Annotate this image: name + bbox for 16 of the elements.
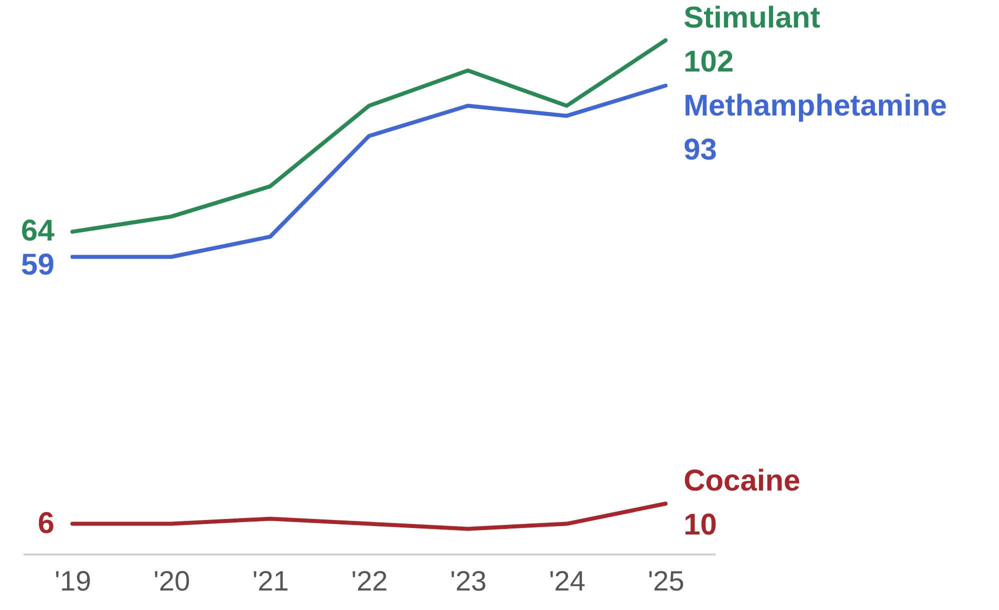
- data-label: 59: [21, 248, 54, 282]
- x-tick-label: '20: [154, 566, 190, 596]
- data-label: 10: [684, 508, 717, 542]
- x-tick-label: '22: [351, 566, 388, 596]
- data-label: 93: [684, 133, 717, 166]
- x-tick-label: '24: [548, 566, 586, 596]
- data-label: 102: [684, 45, 734, 78]
- data-label: 6: [38, 506, 54, 540]
- x-tick-label: '19: [54, 566, 92, 596]
- series-label: Stimulant: [684, 1, 820, 34]
- x-tick-label: '23: [450, 566, 487, 596]
- x-tick-label: '25: [648, 566, 684, 596]
- series-label: Methamphetamine: [684, 89, 947, 122]
- x-tick-label: '21: [252, 566, 289, 596]
- data-label: 64: [21, 214, 55, 248]
- series-label: Cocaine: [684, 464, 800, 498]
